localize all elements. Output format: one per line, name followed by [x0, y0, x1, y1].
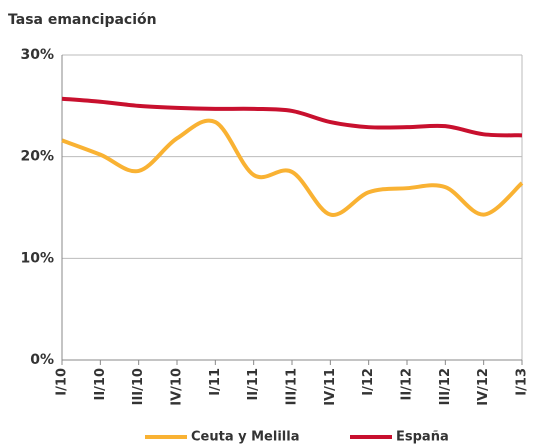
x-tick-label: III/11	[285, 368, 300, 405]
x-tick-label: II/10	[93, 368, 108, 401]
x-tick-label: III/10	[131, 368, 146, 405]
y-tick-label: 10%	[20, 250, 54, 266]
x-tick-label: I/11	[208, 368, 223, 396]
legend-label: Ceuta y Melilla	[191, 430, 299, 445]
y-tick-label: 20%	[20, 149, 54, 165]
x-tick-label: IV/11	[323, 368, 338, 406]
y-tick-label: 30%	[20, 47, 54, 63]
x-tick-label: III/12	[438, 368, 453, 405]
x-tick-label: II/11	[246, 368, 261, 401]
series-line	[61, 118, 524, 217]
series-line	[61, 96, 523, 138]
x-tick-label: IV/10	[170, 368, 185, 406]
legend-label: España	[396, 430, 449, 445]
chart-title: Tasa emancipación	[8, 12, 157, 28]
x-tick-label: I/12	[361, 368, 376, 396]
x-tick-label: II/12	[400, 368, 415, 401]
x-tick-label: I/10	[55, 368, 70, 396]
y-tick-label: 0%	[30, 352, 54, 368]
x-tick-label: I/13	[515, 368, 530, 396]
x-tick-label: IV/12	[476, 368, 491, 406]
